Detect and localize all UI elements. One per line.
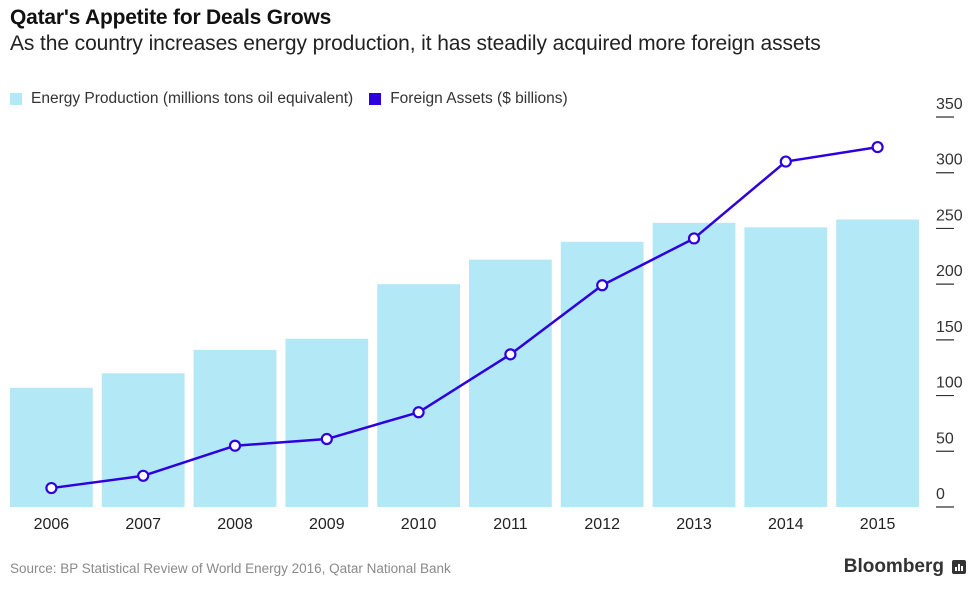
y-tick-label-250: 250 (936, 207, 963, 224)
x-tick-label-2011: 2011 (493, 516, 528, 533)
x-tick-label-2009: 2009 (309, 516, 345, 533)
x-tick-label-2010: 2010 (401, 516, 437, 533)
legend-label-energy: Energy Production (millions tons oil equ… (31, 90, 354, 107)
x-tick-label-2014: 2014 (768, 516, 804, 533)
legend-swatch-assets (369, 93, 382, 105)
point-assets-2010 (412, 406, 425, 419)
line-foreign-assets (51, 145, 878, 490)
bar-series (10, 219, 919, 508)
point-assets-2015 (871, 140, 884, 154)
point-assets-2006 (45, 481, 58, 495)
point-assets-2013 (687, 232, 701, 245)
chart-title: Qatar's Appetite for Deals Grows (10, 6, 332, 29)
bar-energy-2008 (193, 349, 277, 507)
y-tick-label-200: 200 (936, 263, 963, 280)
point-assets-2008 (228, 439, 242, 452)
x-tick-label-2012: 2012 (584, 516, 620, 533)
legend-label-assets: Foreign Assets ($ billions) (390, 90, 568, 107)
bar-energy-2011 (469, 259, 552, 507)
bar-energy-2007 (101, 373, 185, 507)
point-assets-2011 (504, 348, 517, 361)
y-tick-label-300: 300 (936, 152, 963, 169)
y-tick-label-100: 100 (936, 375, 963, 392)
point-assets-2009 (320, 432, 333, 446)
x-tick-label-2007: 2007 (125, 516, 161, 533)
y-tick-label-150: 150 (936, 319, 963, 336)
source-note: Source: BP Statistical Review of World E… (10, 561, 451, 576)
y-tick-label-350: 350 (936, 96, 963, 113)
line-series (45, 140, 884, 495)
x-axis: 2006 2007 2008 2009 2010 2011 2012 2013 2014 2015 (34, 516, 896, 533)
bar-energy-2009 (285, 338, 369, 507)
brand-name: Bloomberg (843, 556, 944, 577)
y-tick-label-0: 0 (936, 486, 945, 503)
x-tick-label-2013: 2013 (676, 516, 712, 533)
legend: Energy Production (millions tons oil equ… (10, 90, 584, 108)
point-assets-2014 (779, 155, 792, 168)
point-assets-2012 (596, 279, 609, 292)
y-axis: 0 50 100 150 200 250 300 350 (936, 96, 963, 508)
brand-logo: Bloomberg (844, 556, 966, 578)
bar-energy-2015 (836, 219, 919, 507)
legend-item-assets: Foreign Assets ($ billions) (369, 90, 568, 108)
bar-energy-2010 (377, 284, 460, 507)
x-tick-label-2008: 2008 (217, 516, 253, 533)
bar-energy-2013 (652, 222, 736, 507)
x-tick-label-2006: 2006 (34, 516, 70, 533)
x-tick-label-2015: 2015 (860, 516, 896, 533)
bar-energy-2014 (744, 227, 828, 508)
chart-subtitle: As the country increases energy producti… (10, 32, 821, 55)
point-assets-2007 (137, 469, 150, 482)
bloomberg-chart-icon (952, 560, 966, 574)
y-tick-label-50: 50 (936, 430, 954, 447)
legend-item-energy: Energy Production (millions tons oil equ… (10, 90, 353, 108)
legend-swatch-energy (10, 93, 22, 105)
